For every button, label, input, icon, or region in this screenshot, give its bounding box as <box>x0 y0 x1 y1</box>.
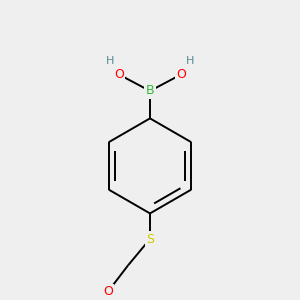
Text: H: H <box>186 56 194 66</box>
Text: H: H <box>106 56 114 66</box>
Text: O: O <box>114 68 124 81</box>
Text: O: O <box>176 68 186 81</box>
Text: O: O <box>103 285 113 298</box>
Text: B: B <box>146 85 154 98</box>
Text: S: S <box>146 232 154 245</box>
